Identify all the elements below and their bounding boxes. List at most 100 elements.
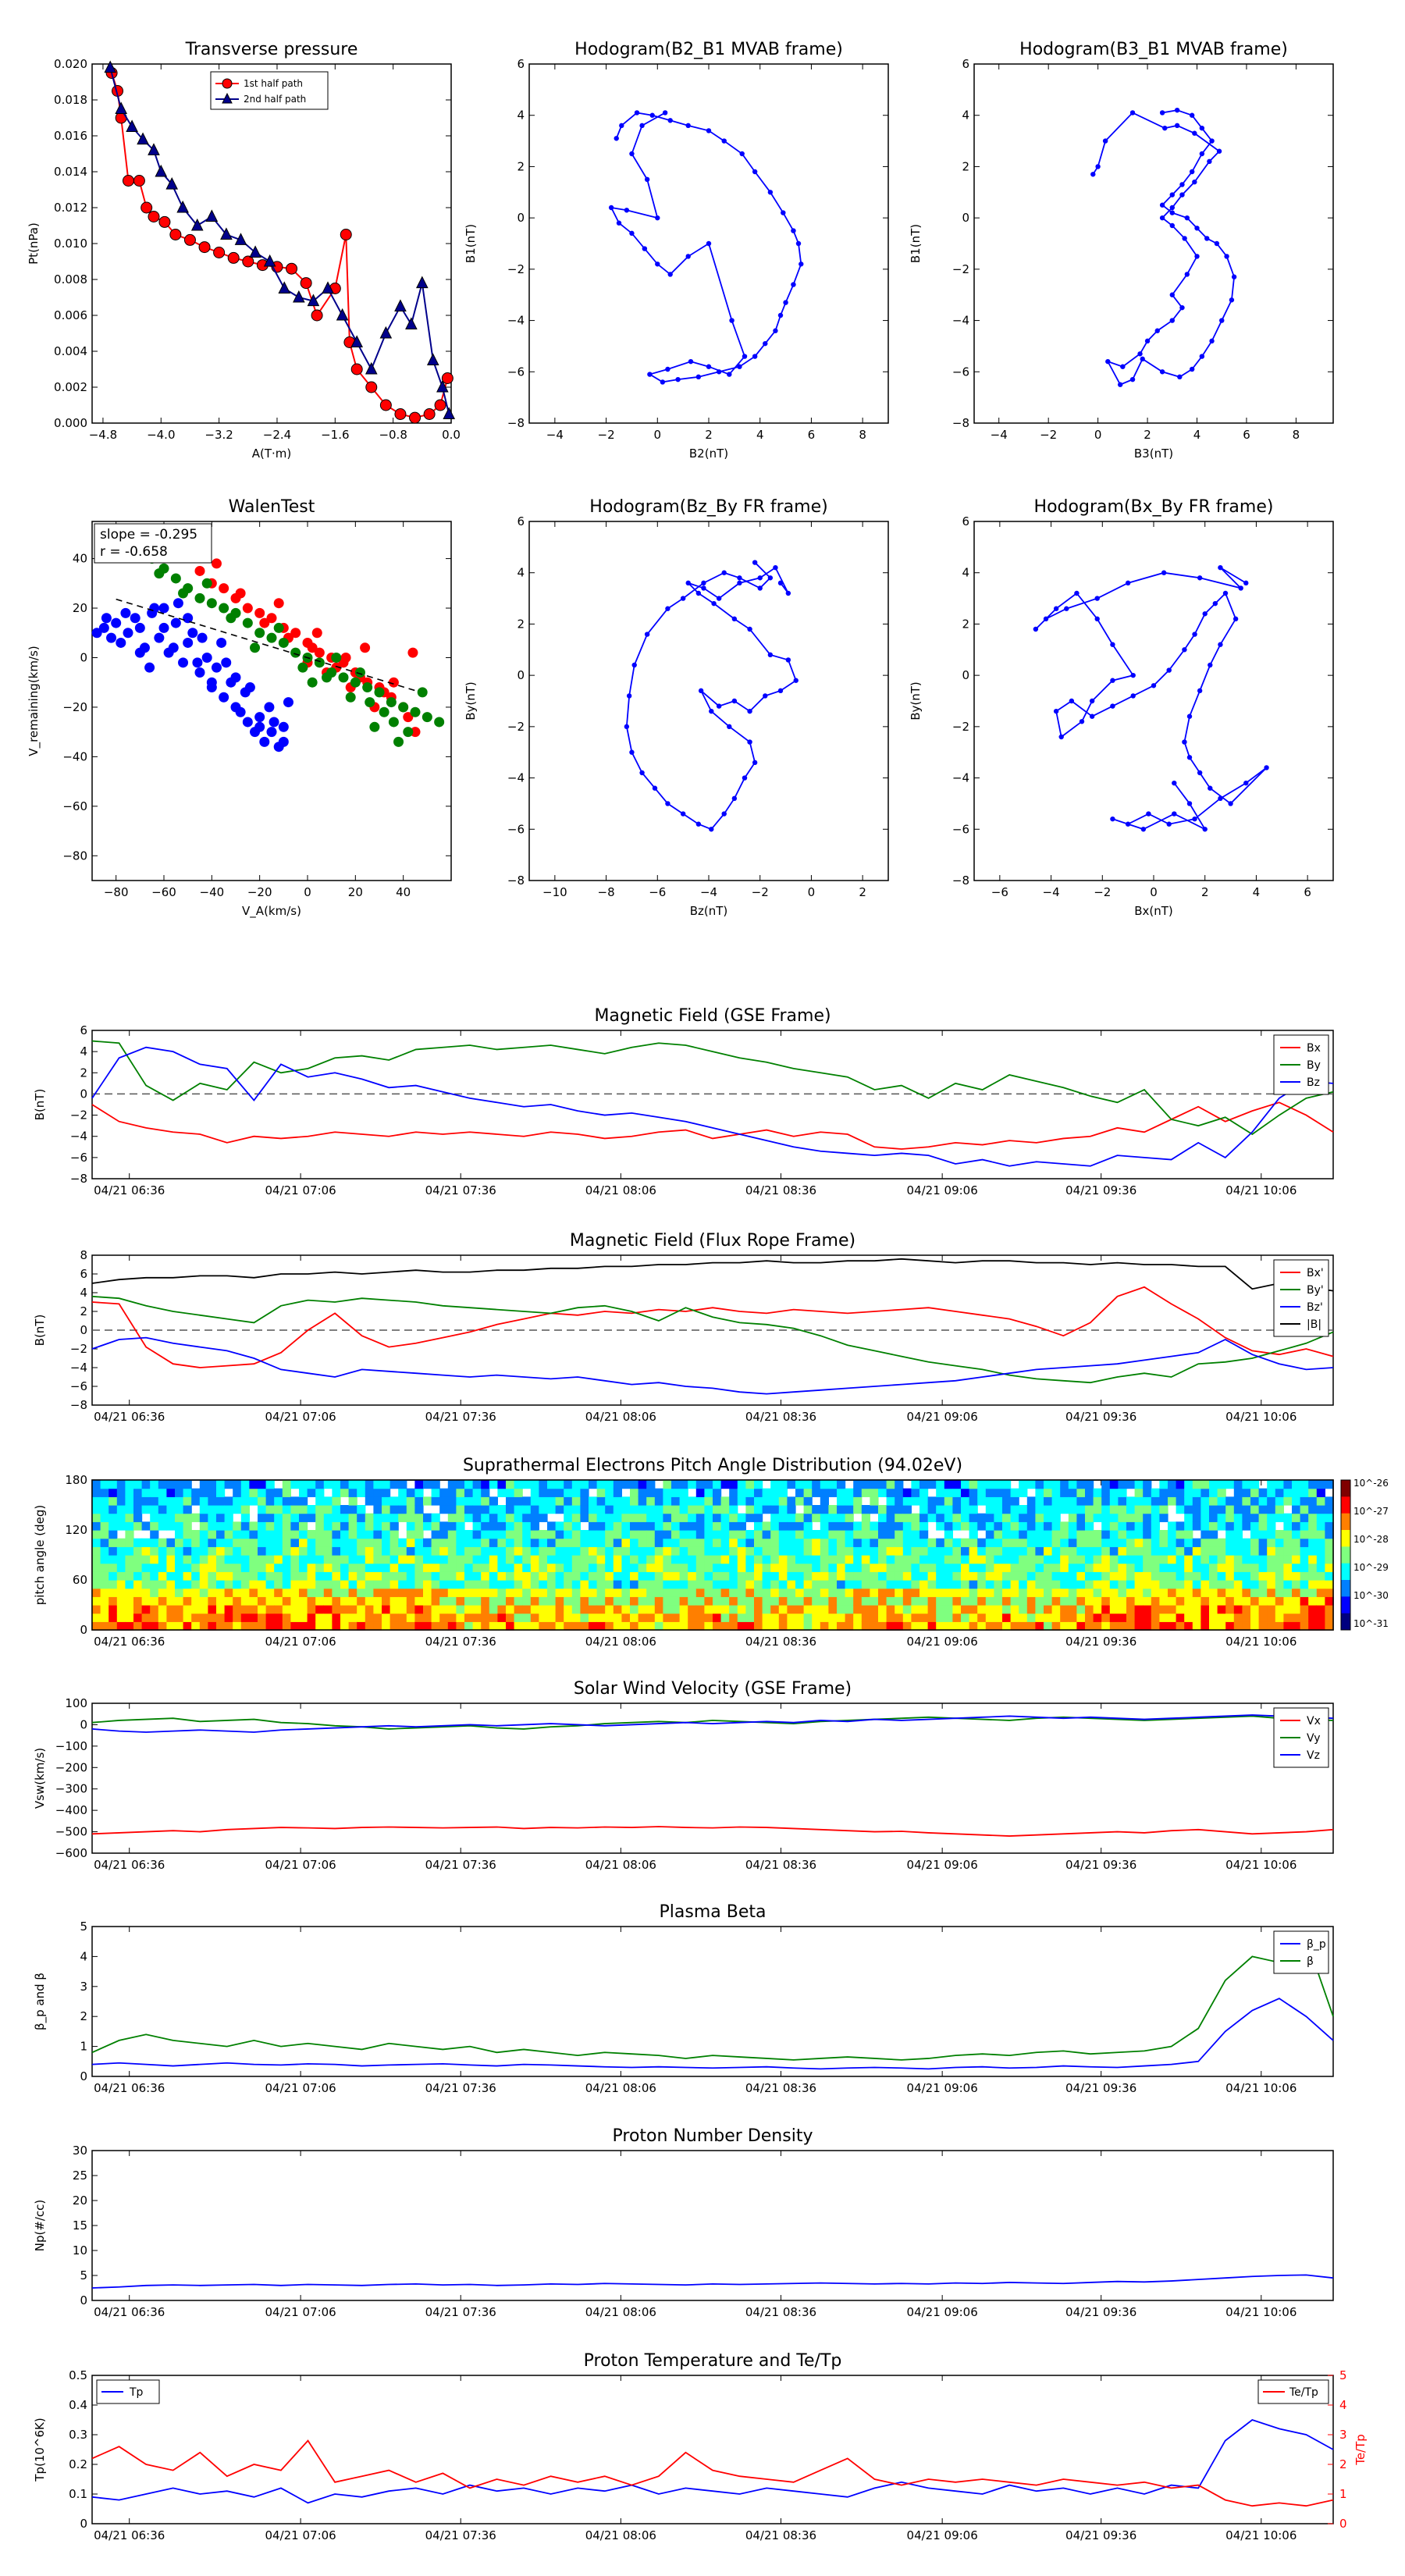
heatmap-cell — [447, 1613, 457, 1622]
heatmap-cell — [489, 1538, 498, 1547]
heatmap-cell — [514, 1555, 523, 1564]
data-point — [655, 215, 660, 221]
heatmap-cell — [431, 1488, 440, 1497]
heatmap-cell — [795, 1571, 805, 1581]
heatmap-cell — [1093, 1513, 1102, 1522]
heatmap-cell — [456, 1605, 465, 1614]
heatmap-cell — [1316, 1571, 1325, 1581]
heatmap-cell — [679, 1571, 688, 1581]
heatmap-cell — [596, 1513, 606, 1522]
heatmap-cell — [175, 1496, 184, 1506]
heatmap-cell — [895, 1596, 904, 1606]
heatmap-cell — [646, 1538, 656, 1547]
heatmap-cell — [141, 1546, 151, 1556]
data-point — [639, 770, 645, 776]
heatmap-cell — [870, 1546, 879, 1556]
heatmap-cell — [456, 1613, 465, 1622]
data-point — [1159, 202, 1165, 208]
heatmap-cell — [348, 1563, 357, 1572]
heatmap-cell — [1019, 1605, 1028, 1614]
heatmap-cell — [571, 1571, 581, 1581]
heatmap-cell — [1159, 1563, 1168, 1572]
series-line — [91, 1286, 1334, 1368]
data-point — [1159, 110, 1165, 116]
heatmap-cell — [299, 1496, 308, 1506]
heatmap-cell — [1209, 1621, 1218, 1631]
heatmap-cell — [1076, 1613, 1086, 1622]
heatmap-cell — [357, 1521, 366, 1531]
y-tick-label: 2 — [517, 159, 525, 173]
heatmap-cell — [1093, 1613, 1102, 1622]
y-tick-label: 180 — [65, 1473, 87, 1487]
heatmap-cell — [1300, 1480, 1309, 1489]
data-point — [149, 603, 160, 614]
heatmap-cell — [282, 1530, 291, 1539]
y-tick-label: −600 — [55, 1846, 87, 1860]
heatmap-cell — [282, 1621, 291, 1631]
heatmap-cell — [1093, 1596, 1102, 1606]
heatmap-cell — [1217, 1480, 1226, 1489]
heatmap-cell — [1300, 1613, 1309, 1622]
data-point — [133, 175, 145, 187]
heatmap-cell — [216, 1530, 226, 1539]
heatmap-cell — [382, 1571, 391, 1581]
heatmap-cell — [1192, 1480, 1201, 1489]
heatmap-cell — [713, 1546, 722, 1556]
data-point — [757, 575, 763, 581]
y-tick-label: 0.010 — [54, 237, 87, 251]
heatmap-cell — [861, 1530, 870, 1539]
heatmap-cell — [481, 1505, 490, 1514]
fit-line — [116, 598, 416, 692]
chart-0: Transverse pressure0.0000.0020.0040.0060… — [27, 40, 461, 461]
heatmap-cell — [853, 1605, 863, 1614]
heatmap-cell — [539, 1480, 548, 1489]
heatmap-cell — [704, 1621, 713, 1631]
heatmap-cell — [1051, 1621, 1061, 1631]
heatmap-cell — [1275, 1596, 1284, 1606]
heatmap-cell — [1051, 1605, 1061, 1614]
data-point — [1095, 164, 1101, 169]
heatmap-cell — [1010, 1596, 1019, 1606]
heatmap-cell — [191, 1563, 201, 1572]
heatmap-cell — [373, 1621, 382, 1631]
heatmap-cell — [878, 1488, 887, 1497]
heatmap-cell — [778, 1621, 788, 1631]
heatmap-cell — [688, 1505, 697, 1514]
heatmap-cell — [1101, 1555, 1111, 1564]
x-tick-label: 04/21 07:06 — [265, 1410, 336, 1424]
heatmap-cell — [1184, 1521, 1193, 1531]
heatmap-cell — [713, 1538, 722, 1547]
heatmap-cell — [315, 1505, 325, 1514]
heatmap-cell — [1035, 1571, 1044, 1581]
heatmap-cell — [861, 1596, 870, 1606]
heatmap-cell — [365, 1621, 374, 1631]
heatmap-cell — [787, 1613, 796, 1622]
heatmap-cell — [1325, 1555, 1334, 1564]
heatmap-cell — [290, 1521, 300, 1531]
heatmap-cell — [233, 1580, 242, 1589]
heatmap-cell — [985, 1488, 994, 1497]
heatmap-cell — [770, 1496, 780, 1506]
heatmap-cell — [828, 1571, 838, 1581]
heatmap-cell — [713, 1621, 722, 1631]
heatmap-cell — [853, 1580, 863, 1589]
heatmap-cell — [489, 1530, 498, 1539]
heatmap-cell — [837, 1580, 846, 1589]
heatmap-cell — [961, 1505, 970, 1514]
heatmap-cell — [845, 1613, 854, 1622]
heatmap-cell — [340, 1513, 350, 1522]
heatmap-cell — [1051, 1596, 1061, 1606]
heatmap-cell — [158, 1513, 167, 1522]
heatmap-cell — [414, 1538, 424, 1547]
heatmap-cell — [878, 1538, 887, 1547]
heatmap-cell — [1192, 1513, 1201, 1522]
heatmap-cell — [720, 1546, 730, 1556]
heatmap-cell — [423, 1513, 432, 1522]
heatmap-cell — [530, 1496, 539, 1506]
heatmap-cell — [398, 1505, 407, 1514]
heatmap-cell — [936, 1546, 945, 1556]
annotation-text: r = -0.658 — [100, 544, 168, 560]
heatmap-cell — [332, 1563, 341, 1572]
x-tick-label: 04/21 08:36 — [745, 2305, 816, 2319]
heatmap-cell — [1184, 1555, 1193, 1564]
